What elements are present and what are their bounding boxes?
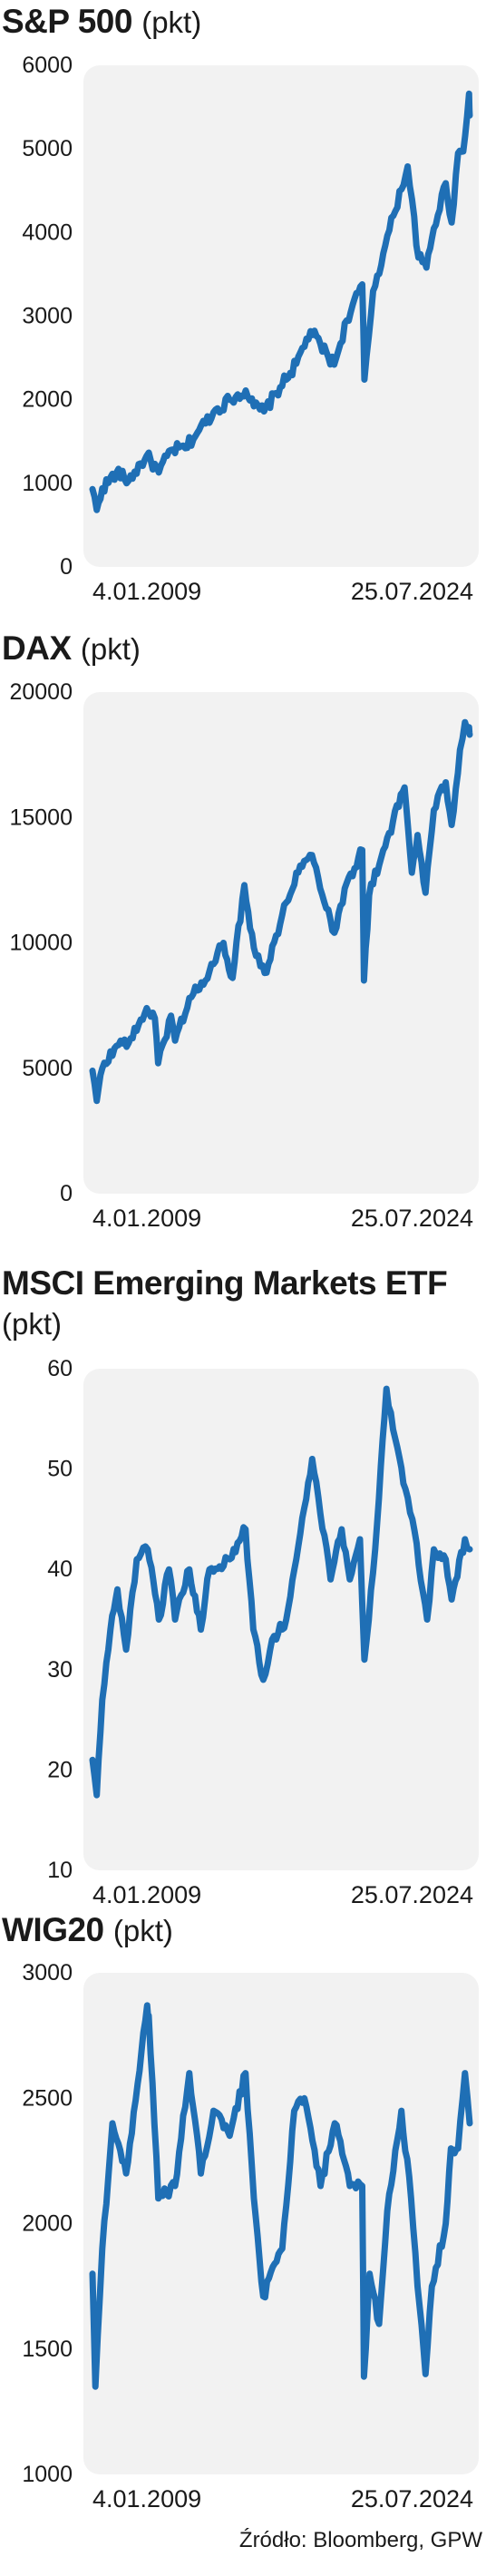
y-tick-label: 10 <box>47 1858 73 1883</box>
y-tick-label: 6000 <box>22 53 73 78</box>
msci-chart: 60 50 40 30 20 10 4.01.2009 25.07.2024 <box>47 1356 479 1908</box>
y-tick-label: 1000 <box>22 471 73 496</box>
y-tick-label: 3000 <box>22 1960 73 1986</box>
chart-title: DAX (pkt) <box>2 629 141 669</box>
y-tick-label: 50 <box>47 1457 73 1482</box>
x-tick-label: 25.07.2024 <box>351 578 473 605</box>
plot-area <box>83 65 479 567</box>
y-tick-label: 10000 <box>9 931 73 956</box>
series-line <box>89 2002 473 2390</box>
dax-chart: 20000 15000 10000 5000 0 4.01.2009 25.07.2024 <box>9 679 479 1232</box>
plot-area <box>83 1369 479 1870</box>
series-line <box>89 1385 473 1799</box>
x-tick-label: 4.01.2009 <box>92 1881 201 1908</box>
chart-title-unit: (pkt) <box>112 1914 173 1947</box>
wig20-chart: 3000 2500 2000 1500 1000 4.01.2009 25.07.2024 <box>22 1960 479 2513</box>
y-tick-label: 5000 <box>22 1056 73 1081</box>
sp500-chart: 6000 5000 4000 3000 2000 1000 0 4.01.2009 25.07.… <box>22 53 479 605</box>
y-tick-label: 4000 <box>22 220 73 245</box>
y-tick-label: 15000 <box>9 805 73 830</box>
chart-title-unit: (pkt) <box>2 1307 62 1341</box>
x-tick-label: 4.01.2009 <box>92 578 201 605</box>
chart-title: MSCI Emerging Markets ETF <box>2 1264 448 1303</box>
chart-title-name: MSCI Emerging Markets ETF <box>2 1264 448 1302</box>
x-tick-label: 4.01.2009 <box>92 2485 201 2513</box>
x-tick-label: 4.01.2009 <box>92 1205 201 1232</box>
y-tick-label: 40 <box>47 1556 73 1582</box>
y-tick-label: 2000 <box>22 387 73 413</box>
y-tick-label: 1500 <box>22 2337 73 2362</box>
x-tick-label: 25.07.2024 <box>351 1205 473 1232</box>
chart-title-unit: (pkt) <box>141 5 202 39</box>
y-tick-label: 5000 <box>22 136 73 161</box>
plot-area <box>83 692 479 1194</box>
y-tick-label: 0 <box>60 554 73 580</box>
chart-title-name: WIG20 <box>2 1911 104 1948</box>
y-tick-label: 20000 <box>9 679 73 705</box>
chart-title-unit: (pkt) <box>80 632 141 666</box>
chart-title: WIG20 (pkt) <box>2 1910 173 1951</box>
y-tick-label: 30 <box>47 1657 73 1683</box>
y-tick-label: 1000 <box>22 2462 73 2487</box>
series-line <box>89 90 473 513</box>
chart-title: S&P 500 (pkt) <box>2 2 201 43</box>
x-tick-label: 25.07.2024 <box>351 2485 473 2513</box>
y-tick-label: 20 <box>47 1757 73 1782</box>
x-tick-label: 25.07.2024 <box>351 1881 473 1908</box>
chart-title-name: DAX <box>2 629 72 667</box>
y-tick-label: 2000 <box>22 2211 73 2237</box>
plot-area <box>83 1973 479 2474</box>
y-tick-label: 3000 <box>22 304 73 329</box>
source-note: Źródło: Bloomberg, GPW <box>238 2528 482 2552</box>
chart-title-name: S&P 500 <box>2 3 132 40</box>
y-tick-label: 0 <box>60 1181 73 1206</box>
series-line <box>89 718 473 1105</box>
y-tick-label: 60 <box>47 1356 73 1381</box>
y-tick-label: 2500 <box>22 2085 73 2111</box>
